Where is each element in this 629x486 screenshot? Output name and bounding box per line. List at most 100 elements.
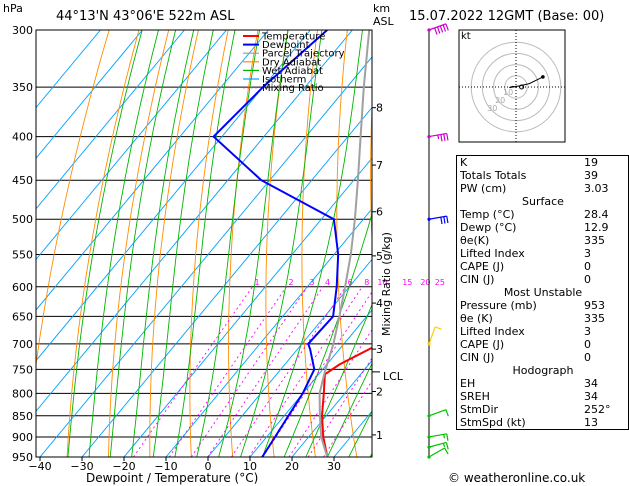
hodograph-end-point bbox=[541, 75, 545, 79]
station-location: 44°13'N 43°06'E 522m ASL bbox=[56, 9, 235, 24]
forecast-datetime: 15.07.2022 12GMT (Base: 00) bbox=[409, 9, 605, 24]
temperature-tick-label: 20 bbox=[285, 460, 299, 473]
profile-lines bbox=[212, 30, 372, 457]
dry-adiabat bbox=[189, 30, 229, 457]
pressure-tick-label: 850 bbox=[12, 410, 33, 423]
index-name: CIN (J) bbox=[460, 351, 495, 364]
km-tick-label: 3 bbox=[376, 343, 383, 356]
dry-adiabat bbox=[66, 30, 140, 457]
mixing-ratio-line bbox=[262, 291, 372, 457]
indices-section-title: Hodograph bbox=[512, 364, 574, 377]
watermark: © weatheronline.co.uk bbox=[448, 471, 586, 485]
x-axis-label: Dewpoint / Temperature (°C) bbox=[86, 471, 259, 485]
index-value: 3 bbox=[584, 325, 591, 338]
wet-adiabat bbox=[152, 30, 214, 457]
index-name: Lifted Index bbox=[460, 325, 525, 338]
hodograph-ring bbox=[493, 64, 539, 110]
hodograph-unit: kt bbox=[461, 31, 471, 42]
index-value: 953 bbox=[584, 299, 605, 312]
hodograph-ring-label: 30 bbox=[487, 104, 497, 113]
index-value: 252° bbox=[584, 403, 611, 416]
pressure-tick-label: 750 bbox=[12, 363, 33, 376]
indices-row: CIN (J) 0 bbox=[457, 351, 628, 364]
wind-barb bbox=[427, 326, 442, 346]
wet-adiabat bbox=[240, 30, 323, 457]
index-value: 19 bbox=[584, 156, 598, 169]
mixing-ratio-label: 8 bbox=[364, 278, 369, 287]
index-name: PW (cm) bbox=[460, 182, 507, 195]
km-tick-label: 1 bbox=[376, 429, 383, 442]
index-value: 0 bbox=[584, 273, 591, 286]
dry-adiabat bbox=[265, 30, 289, 457]
wind-barb bbox=[427, 433, 449, 441]
indices-row: PW (cm) 3.03 bbox=[457, 182, 628, 195]
indices-row: StmDir 252° bbox=[457, 403, 628, 416]
mixing-ratio-line bbox=[133, 286, 253, 457]
index-name: Temp (°C) bbox=[460, 208, 515, 221]
indices-row: CAPE (J) 0 bbox=[457, 338, 628, 351]
index-value: 3 bbox=[584, 247, 591, 260]
dry-adiabat bbox=[370, 98, 372, 249]
index-value: 335 bbox=[584, 312, 605, 325]
index-name: K bbox=[460, 156, 468, 169]
wind-barb bbox=[427, 132, 449, 142]
wet-adiabat bbox=[174, 30, 236, 457]
asl-label: ASL bbox=[373, 15, 394, 28]
temperature-tick-label: −40 bbox=[28, 460, 51, 473]
index-value: 3.03 bbox=[584, 182, 609, 195]
legend-label: Temperature bbox=[261, 32, 325, 43]
pressure-unit: hPa bbox=[3, 2, 23, 15]
indices-row: θe(K) 335 bbox=[457, 234, 628, 247]
isotherm-line bbox=[249, 309, 372, 457]
legend-label: Wet Adiabat bbox=[262, 66, 323, 77]
index-value: 12.9 bbox=[584, 221, 609, 234]
index-value: 39 bbox=[584, 169, 598, 182]
index-name: θe(K) bbox=[460, 234, 490, 247]
pressure-tick-label: 700 bbox=[12, 338, 33, 351]
pressure-tick-label: 300 bbox=[12, 24, 33, 37]
indices-row: θe (K) 335 bbox=[457, 312, 628, 325]
index-name: CIN (J) bbox=[460, 273, 495, 286]
isotherm-line bbox=[207, 258, 372, 457]
plot-frame bbox=[35, 29, 373, 458]
temperature-tick-label: −30 bbox=[70, 460, 93, 473]
legend-label: Dewpoint bbox=[262, 40, 310, 51]
hodograph-frame bbox=[458, 29, 566, 143]
wind-barb bbox=[427, 447, 449, 459]
mixing-ratio-label: 20 bbox=[420, 278, 430, 287]
indices-row: Temp (°C) 28.4 bbox=[457, 208, 628, 221]
indices-row: Lifted Index 3 bbox=[457, 325, 628, 338]
legend-label: Dry Adiabat bbox=[262, 57, 321, 68]
isotherm-line bbox=[36, 30, 185, 210]
temperature-tick-label: 30 bbox=[327, 460, 341, 473]
wet-adiabat bbox=[305, 303, 372, 457]
dry-adiabat bbox=[228, 30, 259, 457]
parcel-trajectory-line bbox=[318, 30, 371, 457]
index-name: EH bbox=[460, 377, 476, 390]
temperature-tick-label: −10 bbox=[154, 460, 177, 473]
indices-row: Pressure (mb) 953 bbox=[457, 299, 628, 312]
mixing-ratio-label: 4 bbox=[325, 278, 330, 287]
legend-label: Isotherm bbox=[262, 75, 306, 86]
indices-panel: K 19 Totals Totals 39 PW (cm) 3.03 Surface Temp… bbox=[456, 155, 629, 430]
mixing-ratio-label: 3 bbox=[310, 278, 315, 287]
temperature-tick-label: −20 bbox=[112, 460, 135, 473]
isotherm-line bbox=[36, 30, 101, 109]
index-name: Dewp (°C) bbox=[460, 221, 517, 234]
index-value: 34 bbox=[584, 377, 598, 390]
altitude-axis: 8 7 6 5 4 3 2 1 bbox=[372, 102, 383, 442]
index-value: 13 bbox=[584, 416, 598, 429]
dry-adiabat bbox=[108, 30, 170, 457]
index-name: CAPE (J) bbox=[460, 260, 505, 273]
indices-row: SREH 34 bbox=[457, 390, 628, 403]
pressure-tick-label: 800 bbox=[12, 387, 33, 400]
indices-row: EH 34 bbox=[457, 377, 628, 390]
index-value: 0 bbox=[584, 351, 591, 364]
hodograph-ring-label: 10 bbox=[503, 88, 513, 97]
indices-row: K 19 bbox=[457, 156, 628, 169]
dry-adiabat bbox=[336, 30, 358, 457]
isotherm-line bbox=[36, 30, 143, 159]
dry-adiabat bbox=[149, 30, 199, 457]
mixing-ratio-line bbox=[190, 286, 308, 457]
